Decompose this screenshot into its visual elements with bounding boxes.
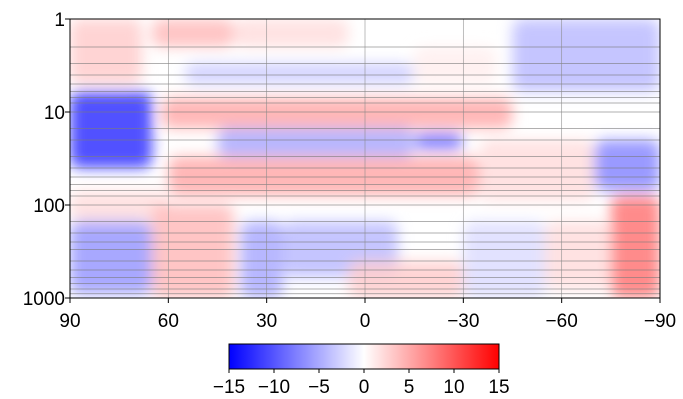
x-tick-label: 90 — [59, 311, 80, 332]
heatmap-region — [70, 19, 143, 85]
heatmap-region — [233, 19, 349, 47]
heatmap-region — [610, 195, 660, 298]
colorbar-tick-label: −10 — [258, 377, 290, 398]
heatmap-region — [70, 221, 152, 294]
colorbar: −15 −10 −5 0 5 10 15 — [213, 343, 510, 398]
heatmap-region — [151, 19, 234, 47]
y-tick-label: 1 — [54, 10, 65, 31]
y-tick-label: 100 — [33, 196, 65, 217]
y-tick-label: 10 — [44, 103, 65, 124]
heatmap-region — [161, 97, 513, 129]
y-axis: 1 10 100 1000 — [23, 10, 70, 310]
heatmap-region — [414, 46, 497, 85]
heatmap-region — [70, 91, 152, 168]
heatmap-plot: 90 60 30 0 −30 −60 −90 1 10 100 1000 — [23, 10, 676, 332]
heatmap-region — [348, 260, 464, 298]
heatmap-region — [594, 139, 660, 191]
heatmap-region — [151, 205, 234, 298]
heatmap-region — [184, 63, 415, 85]
colorbar-gradient — [228, 343, 500, 370]
heatmap-region — [479, 139, 595, 201]
colorbar-tick-label: −5 — [308, 377, 330, 398]
heatmap-region — [240, 221, 284, 298]
heatmap-region — [168, 156, 480, 196]
x-tick-label: −60 — [546, 311, 578, 332]
colorbar-tick-label: −15 — [213, 377, 245, 398]
x-tick-label: 0 — [360, 311, 371, 332]
heatmap-region — [414, 133, 464, 150]
x-axis: 90 60 30 0 −30 −60 −90 — [59, 298, 676, 332]
heatmap-region — [70, 190, 169, 222]
y-tick-label: 1000 — [23, 289, 65, 310]
colorbar-tick-label: 10 — [443, 377, 464, 398]
colorbar-ticks: −15 −10 −5 0 5 10 15 — [213, 369, 510, 398]
x-tick-label: 60 — [158, 311, 179, 332]
heatmap-region — [545, 221, 611, 289]
x-tick-label: −30 — [447, 311, 479, 332]
heatmap-region — [463, 221, 546, 298]
colorbar-tick-label: 5 — [404, 377, 415, 398]
colorbar-tick-label: 0 — [359, 377, 370, 398]
heatmap-region — [217, 128, 415, 157]
x-tick-label: 30 — [256, 311, 277, 332]
x-tick-label: −90 — [644, 311, 676, 332]
heatmap-region — [512, 19, 660, 92]
colorbar-tick-label: 15 — [488, 377, 509, 398]
